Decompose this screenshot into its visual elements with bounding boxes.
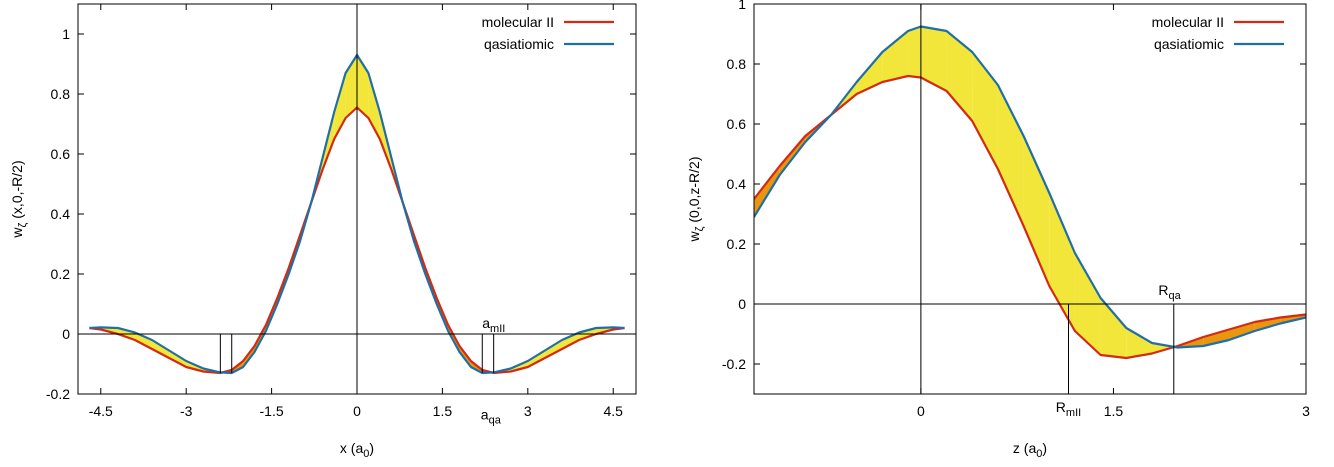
fill-band [561, 332, 580, 349]
chart-panel-2: 0 1.5 3 -0.2 0 0.2 0.4 0.6 0.8 1 z (a0) wζ (0,0,z-R… [686, 0, 1310, 460]
x-axis-label: z (a0) [1013, 440, 1047, 460]
fill-band [134, 332, 153, 349]
fill-band [1228, 322, 1255, 340]
y-tick-label: 0.2 [727, 236, 747, 252]
plot-frame [753, 3, 1307, 395]
fill-band [1100, 298, 1127, 358]
x-tick-label: 0 [353, 403, 361, 419]
fill-band [357, 55, 369, 118]
fill-band [1203, 329, 1229, 346]
x-tick-label: 3 [1302, 403, 1310, 419]
x-tick-label: -4.5 [89, 403, 113, 419]
plot-area [754, 25, 1306, 360]
y-tick-label: -0.2 [46, 386, 70, 402]
fill-band [920, 26, 947, 91]
x-tick-label: 0 [917, 403, 925, 419]
legend-label: qasiatiomic [1154, 36, 1224, 52]
x-tick-label: 3 [524, 403, 532, 419]
y-tick-label: 0.2 [51, 266, 71, 282]
y-tick-label: 0.4 [727, 176, 747, 192]
y-tick-label: 0.6 [727, 116, 747, 132]
fill-band [169, 350, 187, 367]
y-tick-label: 0.8 [727, 56, 747, 72]
y-tick-label: -0.2 [722, 356, 746, 372]
x-tick-label: -1.5 [260, 403, 284, 419]
fill-band [1254, 317, 1281, 331]
y-tick-label: 0 [62, 326, 70, 342]
y-tick-label: 1 [62, 26, 70, 42]
annotation-label: amII [482, 315, 505, 335]
fill-band [946, 31, 973, 121]
y-tick-label: 0.6 [51, 146, 71, 162]
y-tick-label: 0 [738, 296, 746, 312]
series-line-quasiatomic [754, 25, 1306, 349]
y-axis-label: wζ (0,0,z-R/2) [686, 157, 706, 243]
fill-band [754, 166, 780, 217]
fill-band [527, 350, 545, 367]
legend-label: molecular II [482, 14, 554, 30]
y-tick-label: 0.8 [51, 86, 71, 102]
y-tick-label: 1 [738, 0, 746, 12]
fill-band [1126, 328, 1152, 358]
annotation-label: aqa [481, 407, 502, 427]
y-tick-label: 0.4 [51, 206, 71, 222]
fill-band [882, 31, 909, 82]
x-tick-label: 1.5 [433, 403, 453, 419]
x-axis-label: x (a0) [340, 440, 374, 460]
x-tick-label: -3 [180, 403, 193, 419]
fill-band [972, 52, 998, 169]
fill-band [908, 26, 921, 78]
fill-band [1023, 136, 1050, 286]
fill-band [997, 85, 1024, 226]
x-tick-label: 1.5 [1104, 403, 1124, 419]
legend-label: molecular II [1152, 14, 1224, 30]
legend-label: qasiatiomic [484, 36, 554, 52]
series-line-molecular [754, 74, 1306, 360]
fill-band [345, 55, 357, 118]
chart-panel-1: -4.5 -3 -1.5 0 1.5 3 4.5 -0.2 0 0.2 0.4 0.6 0.8 1 x (a… [9, 3, 637, 460]
y-axis-label: wζ (x,0,-R/2) [9, 160, 29, 238]
fill-band [152, 340, 170, 358]
fill-band [544, 340, 562, 358]
x-tick-label: 4.5 [603, 403, 623, 419]
annotation-label: Rqa [1158, 282, 1181, 302]
annotation-label: RmII [1056, 399, 1081, 419]
fill-band [856, 52, 883, 94]
